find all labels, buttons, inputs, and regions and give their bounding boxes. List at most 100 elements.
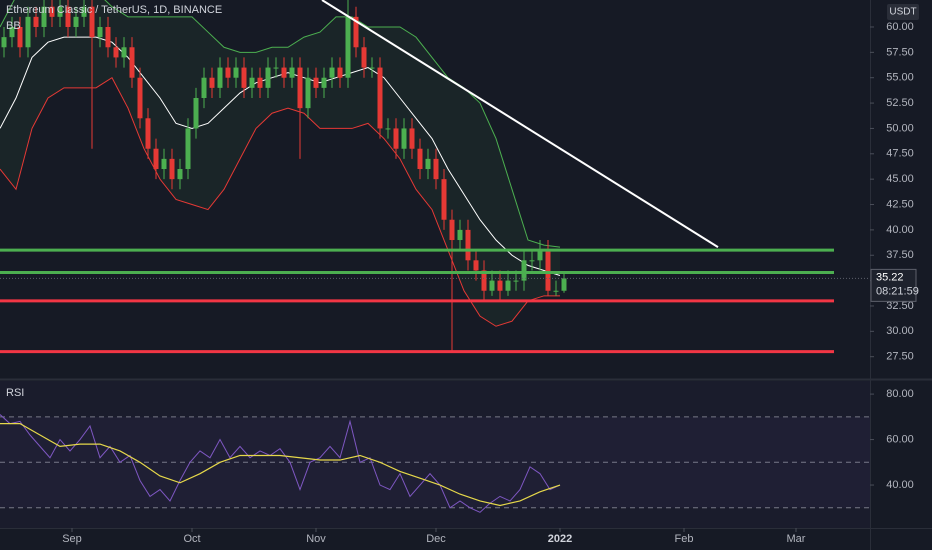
candle-body [137, 77, 143, 119]
candle-body [233, 67, 239, 78]
candle-body [225, 67, 231, 78]
price-pane [0, 0, 870, 354]
candle-body [281, 67, 287, 78]
rsi-ma-line [0, 423, 561, 507]
y-tick-label: 47.50 [886, 148, 914, 160]
candle-body [17, 26, 23, 48]
rsi-line [0, 414, 561, 513]
y-tick-label: 50.00 [886, 122, 914, 134]
rsi-label: RSI [6, 387, 24, 399]
last-price-box [870, 268, 917, 302]
candle-body [377, 67, 383, 129]
candle-body [401, 128, 407, 149]
x-tick-label: Mar [787, 533, 806, 545]
rsi-plot [0, 414, 870, 513]
candle-body [129, 47, 135, 78]
last-price-label: 35.22 [876, 271, 904, 283]
y-tick-label: 52.50 [886, 97, 914, 109]
candle-body [313, 77, 319, 88]
x-tick-label: Nov [306, 533, 326, 545]
candle-body [49, 6, 55, 17]
candle-body [161, 158, 167, 170]
currency-badge[interactable] [887, 4, 919, 20]
candle-body [497, 280, 503, 291]
candle-body [145, 118, 151, 149]
candle-body [321, 77, 327, 88]
candle-body [337, 67, 343, 78]
candle-body [9, 26, 15, 38]
candle-body [537, 250, 543, 261]
candle-body [193, 98, 199, 129]
candle-body [385, 128, 391, 130]
indicator-label: BB [6, 20, 21, 32]
candle-body [481, 270, 487, 291]
candle-body [529, 260, 535, 262]
y-tick-label: 57.50 [886, 46, 914, 58]
candle-body [97, 26, 103, 38]
candle-body [81, 6, 87, 17]
candle-body [169, 158, 175, 180]
candle-body [73, 16, 79, 27]
x-tick-label: Dec [426, 533, 446, 545]
candle-body [441, 179, 447, 220]
y-tick-label: 37.50 [886, 249, 914, 261]
candle-body [185, 128, 191, 170]
candle-body [65, 6, 71, 27]
candle-body [425, 158, 431, 170]
candle-body [473, 260, 479, 271]
candle-body [409, 128, 415, 149]
candle-body [489, 280, 495, 291]
candle-body [25, 16, 31, 48]
candle-body [257, 77, 263, 88]
y-tick-label: 55.00 [886, 72, 914, 84]
candle-body [353, 16, 359, 48]
rsi-y-tick-label: 60.00 [886, 433, 914, 445]
candle-body [297, 67, 303, 109]
candle-body [505, 280, 511, 291]
candle-body [241, 67, 247, 88]
candle-body [121, 47, 127, 58]
candle-body [89, 6, 95, 38]
candle-body [1, 37, 7, 48]
candle-body [417, 148, 423, 170]
candle-body [433, 158, 439, 180]
candle-body [513, 280, 519, 282]
y-tick-label: 45.00 [886, 173, 914, 185]
candle-body [345, 16, 351, 78]
y-tick-label: 40.00 [886, 224, 914, 236]
axes: 27.5030.0032.5035.0037.5040.0042.5045.00… [62, 21, 919, 545]
rsi-y-tick-label: 80.00 [886, 388, 914, 400]
x-tick-label: Oct [183, 533, 200, 545]
candle-body [249, 77, 255, 88]
y-tick-label: 27.50 [886, 351, 914, 363]
y-tick-label: 60.00 [886, 21, 914, 33]
candle-body [289, 67, 295, 78]
candle-body [105, 26, 111, 48]
currency-label: USDT [889, 7, 916, 18]
candle-body [273, 67, 279, 69]
candle-body [521, 260, 527, 281]
countdown: 08:21:59 [876, 285, 919, 297]
rsi-band-fill [0, 416, 870, 508]
candle-body [545, 250, 551, 291]
y-tick-label: 30.00 [886, 325, 914, 337]
candle-body [457, 229, 463, 241]
candle-body [393, 128, 399, 149]
x-tick-label: Feb [675, 533, 694, 545]
candle-body [113, 47, 119, 58]
candle-body [153, 148, 159, 170]
candle-body [553, 290, 559, 292]
candle-body [329, 67, 335, 78]
bb-lower [0, 76, 560, 327]
candle-body [177, 169, 183, 180]
rsi-pane [0, 381, 870, 528]
candle-body [41, 6, 47, 27]
y-tick-label: 32.50 [886, 300, 914, 312]
candle-body [265, 67, 271, 88]
rsi-y-tick-label: 40.00 [886, 479, 914, 491]
candle-body [33, 16, 39, 27]
candle-body [369, 67, 375, 69]
candle-body [209, 77, 215, 88]
x-tick-label: 2022 [548, 533, 572, 545]
